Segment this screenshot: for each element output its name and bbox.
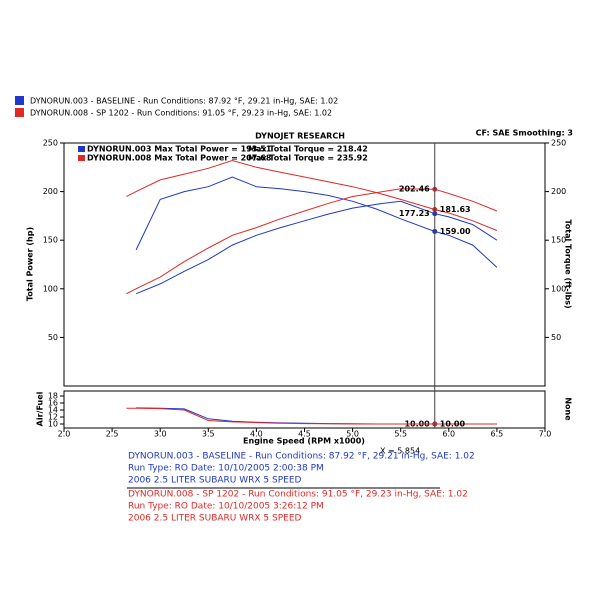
cursor-value-label: 202.46	[399, 185, 430, 194]
y2-tick-label: 100	[551, 284, 566, 293]
run-detail: Run Type: RO Date: 10/10/2005 2:00:38 PM	[128, 464, 324, 474]
series-line	[135, 200, 498, 295]
x-tick-label: 6.0	[442, 430, 455, 439]
y-axis-label: Total Power (hp)	[26, 227, 35, 301]
y2-tick-label: 200	[551, 187, 566, 196]
plot-frame	[63, 142, 546, 387]
y-tick-label: 16	[48, 399, 58, 408]
x-tick-label: 5.5	[394, 430, 407, 439]
y2-tick-label: 250	[551, 139, 566, 148]
legend-max-power: DYNORUN.008 Max Total Power = 207.68	[87, 154, 272, 163]
y-tick-label: 18	[48, 392, 58, 401]
x-tick-label: 4.0	[250, 430, 263, 439]
x-tick-label: 7.0	[539, 430, 552, 439]
chart-subtitle: CF: SAE Smoothing: 3	[476, 129, 573, 138]
run-detail: DYNORUN.003 - BASELINE - Run Conditions:…	[128, 452, 475, 462]
series-line	[135, 176, 498, 268]
run-detail: 2006 2.5 LITER SUBARU WRX 5 SPEED	[128, 476, 302, 486]
run-header: DYNORUN.008 - SP 1202 - Run Conditions: …	[30, 109, 332, 118]
cursor-value-label: 177.23	[399, 209, 430, 218]
series-line	[126, 188, 498, 295]
x-tick-label: 5.0	[346, 430, 359, 439]
cursor-value-label: 10.00	[440, 420, 466, 429]
y-tick-label: 50	[48, 333, 58, 342]
cursor-value-label: 159.00	[440, 227, 471, 236]
x-axis-label: Engine Speed (RPM x1000)	[243, 437, 365, 446]
y-tick-label: 12	[48, 413, 58, 422]
cursor-value-label: 181.63	[440, 205, 471, 214]
y-tick-label: 250	[43, 139, 58, 148]
x-tick-label: 2.0	[58, 430, 71, 439]
y2-tick-label: 150	[551, 236, 566, 245]
y-tick-label: 200	[43, 187, 58, 196]
x-tick-label: 6.5	[491, 430, 504, 439]
legend-swatch	[78, 146, 85, 152]
x-tick-label: 2.5	[106, 430, 119, 439]
y-tick-label: 100	[43, 284, 58, 293]
afr-axis-label: Air/Fuel	[36, 391, 45, 426]
run-detail: Run Type: RO Date: 10/10/2005 3:26:12 PM	[128, 502, 324, 512]
y-tick-label: 10	[48, 420, 58, 429]
cursor-label: X = 5.854	[380, 447, 420, 456]
x-tick-label: 3.5	[202, 430, 215, 439]
legend-max-torque: Max Total Torque = 235.92	[248, 154, 368, 163]
series-line	[126, 407, 497, 425]
run-detail: 2006 2.5 LITER SUBARU WRX 5 SPEED	[128, 514, 302, 524]
legend-max-power: DYNORUN.003 Max Total Power = 193.51	[87, 145, 272, 154]
series-line	[126, 159, 498, 231]
afr-y2-axis-label: None	[564, 397, 573, 421]
y-tick-label: 150	[43, 236, 58, 245]
y2-axis-label: Total Torque (ft-lbs)	[564, 219, 573, 308]
x-tick-label: 4.5	[298, 430, 311, 439]
run-swatch	[15, 108, 24, 117]
y-tick-label: 14	[48, 406, 58, 415]
legend-swatch	[78, 155, 85, 161]
run-swatch	[15, 96, 24, 105]
run-detail: DYNORUN.008 - SP 1202 - Run Conditions: …	[128, 490, 468, 500]
x-tick-label: 3.0	[154, 430, 167, 439]
run-header: DYNORUN.003 - BASELINE - Run Conditions:…	[30, 97, 338, 106]
y2-tick-label: 50	[551, 333, 561, 342]
legend-max-torque: Max Total Torque = 218.42	[248, 145, 368, 154]
chart-title: DYNOJET RESEARCH	[255, 132, 345, 141]
